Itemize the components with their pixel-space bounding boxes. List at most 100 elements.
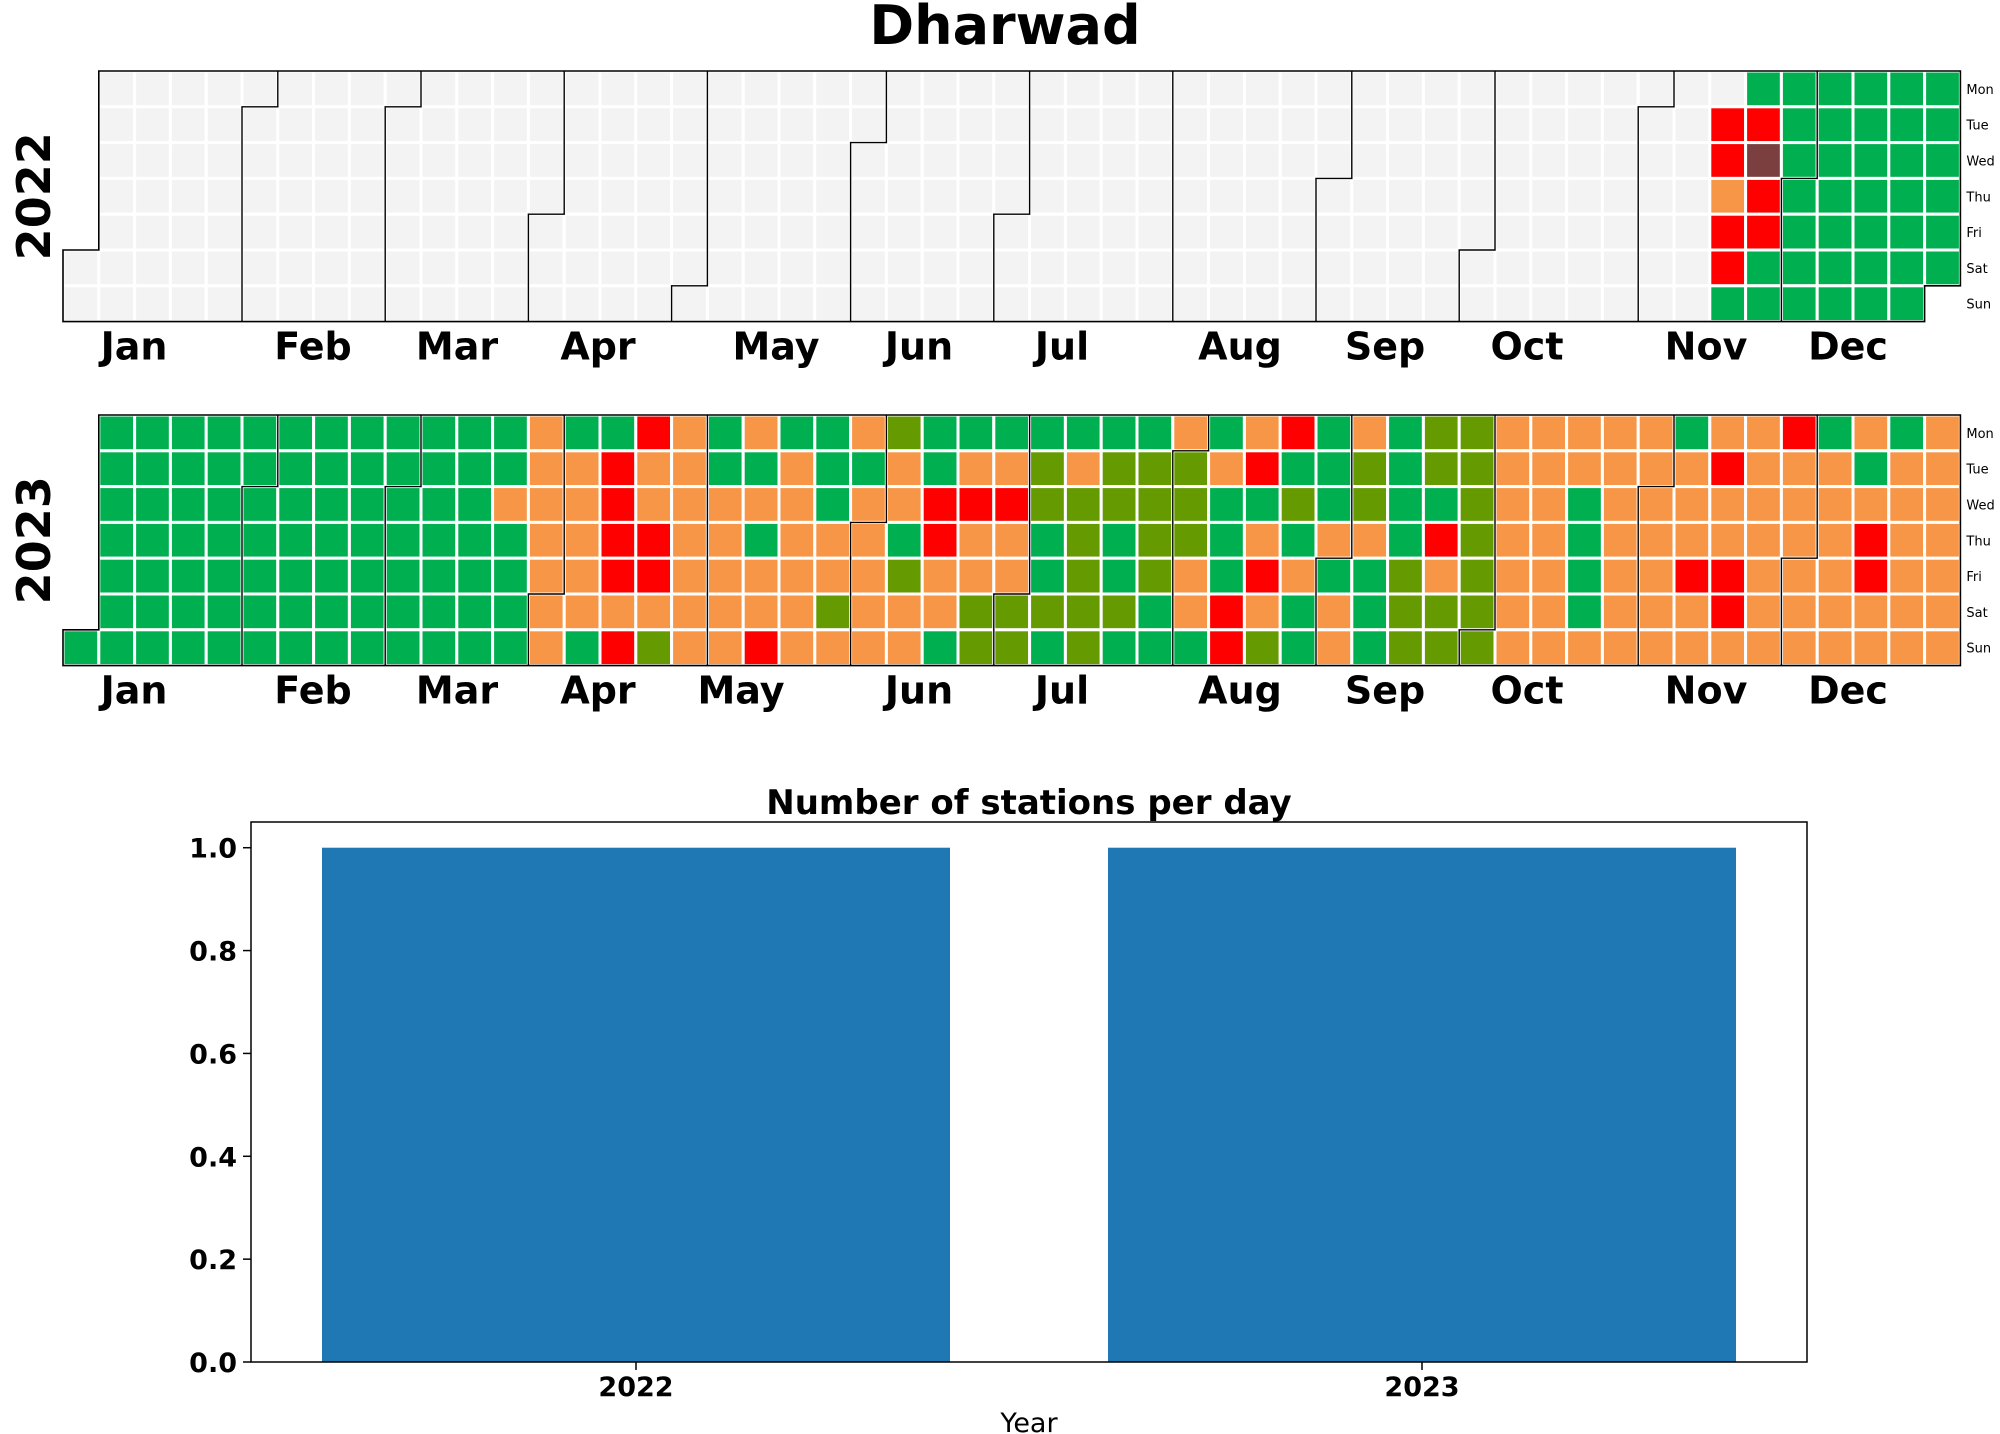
- calendar-cell: [849, 413, 888, 453]
- calendar-cell: [1708, 628, 1748, 668]
- calendar-cell: [992, 556, 1032, 596]
- calendar-cell: [97, 556, 137, 596]
- calendar-cell: [1708, 556, 1748, 596]
- calendar-cell: [312, 628, 351, 668]
- calendar-cell: [1923, 141, 1962, 180]
- calendar-cell: [741, 485, 781, 524]
- month-boundaries: [241, 71, 1818, 322]
- calendar-cell: [455, 69, 495, 109]
- day-label: Mon: [1966, 83, 1993, 98]
- calendar-cell: [419, 449, 459, 489]
- month-label: Jun: [882, 325, 953, 369]
- calendar-cell: [1278, 556, 1318, 596]
- calendar-cell: [1529, 520, 1569, 560]
- calendar-cell: [347, 413, 387, 453]
- calendar-cell: [1887, 485, 1927, 524]
- calendar-cell: [276, 556, 316, 596]
- calendar-cell: [705, 69, 745, 109]
- calendar-cell: [1636, 141, 1676, 180]
- month-label: Jan: [98, 669, 168, 713]
- calendar-cell: [1063, 556, 1103, 596]
- calendar-cell: [1744, 284, 1783, 324]
- calendar-cell: [526, 413, 566, 453]
- calendar-cell: [956, 449, 996, 489]
- calendar-cell: [1457, 449, 1497, 489]
- calendar-cell: [598, 449, 638, 489]
- calendar-cell: [240, 248, 280, 288]
- calendar-cell: [383, 592, 423, 632]
- calendar-cell: [419, 212, 459, 252]
- calendar-cell: [849, 449, 888, 489]
- calendar-cell: [1350, 413, 1390, 453]
- calendar-cell: [634, 248, 674, 288]
- calendar-cell: [1242, 449, 1282, 489]
- month-label: Feb: [274, 669, 351, 713]
- calendar-cell: [1672, 69, 1712, 109]
- month-label: Aug: [1198, 669, 1282, 713]
- calendar-cell: [813, 212, 853, 252]
- calendar-cell: [777, 592, 817, 632]
- calendar-cell: [168, 592, 208, 632]
- calendar-cell: [1242, 176, 1282, 216]
- calendar-cell: [849, 176, 888, 216]
- calendar-cell: [562, 105, 602, 145]
- month-label: Jun: [882, 669, 953, 713]
- calendar-cell: [920, 556, 960, 596]
- calendar-cell: [455, 248, 495, 288]
- calendar-cell: [1672, 592, 1712, 632]
- calendar-cell: [133, 141, 172, 180]
- calendar-cell: [1815, 212, 1855, 252]
- calendar-cell: [1815, 284, 1855, 324]
- calendar-cell: [1600, 485, 1640, 524]
- calendar-cell: [1350, 592, 1390, 632]
- calendar-cell: [1350, 105, 1390, 145]
- calendar-cell: [1600, 592, 1640, 632]
- calendar-cell: [455, 520, 495, 560]
- month-label: Mar: [416, 669, 498, 713]
- calendar-cell: [849, 284, 888, 324]
- month-boundary: [527, 71, 565, 322]
- calendar-cell: [705, 141, 745, 180]
- calendar-cell: [526, 449, 566, 489]
- month-boundary: [384, 71, 422, 322]
- calendar-cell: [1815, 69, 1855, 109]
- calendar-cell: [1600, 413, 1640, 453]
- calendar-cell: [1529, 141, 1569, 180]
- calendar-cell: [1028, 556, 1067, 596]
- calendar-cell: [1386, 449, 1425, 489]
- calendar-cell: [741, 284, 781, 324]
- calendar-cell: [1851, 592, 1891, 632]
- calendar-cell: [884, 176, 924, 216]
- calendar-cell: [777, 628, 817, 668]
- calendar-cell: [1493, 284, 1533, 324]
- calendar-cell: [1600, 69, 1640, 109]
- calendar-cell: [777, 69, 817, 109]
- calendar-cell: [1565, 176, 1604, 216]
- calendar-cell: [276, 69, 316, 109]
- calendar-cell: [705, 413, 745, 453]
- calendar-cell: [204, 284, 244, 324]
- calendar-cell: [1744, 556, 1783, 596]
- calendar-cell: [849, 105, 888, 145]
- calendar-cell: [1135, 248, 1175, 288]
- calendar-cell: [491, 520, 530, 560]
- calendar-cell: [1672, 212, 1712, 252]
- calendar-cell: [741, 212, 781, 252]
- calendar-cell: [1386, 212, 1425, 252]
- calendar-cell: [1708, 176, 1748, 216]
- calendar-cell: [1815, 105, 1855, 145]
- calendar-cell: [1851, 212, 1891, 252]
- y-tick-label: 0.0: [189, 1348, 237, 1379]
- calendar-cell: [1314, 176, 1354, 216]
- calendar-cell: [276, 248, 316, 288]
- calendar-cell: [1171, 628, 1211, 668]
- calendar-cell: [455, 105, 495, 145]
- calendar-cell: [1851, 628, 1891, 668]
- calendar-cell: [1636, 248, 1676, 288]
- calendar-cell: [1242, 556, 1282, 596]
- calendar-cell: [920, 485, 960, 524]
- calendar-cell: [419, 105, 459, 145]
- calendar-cell: [1135, 105, 1175, 145]
- calendar-cell: [526, 176, 566, 216]
- calendar-cell: [347, 69, 387, 109]
